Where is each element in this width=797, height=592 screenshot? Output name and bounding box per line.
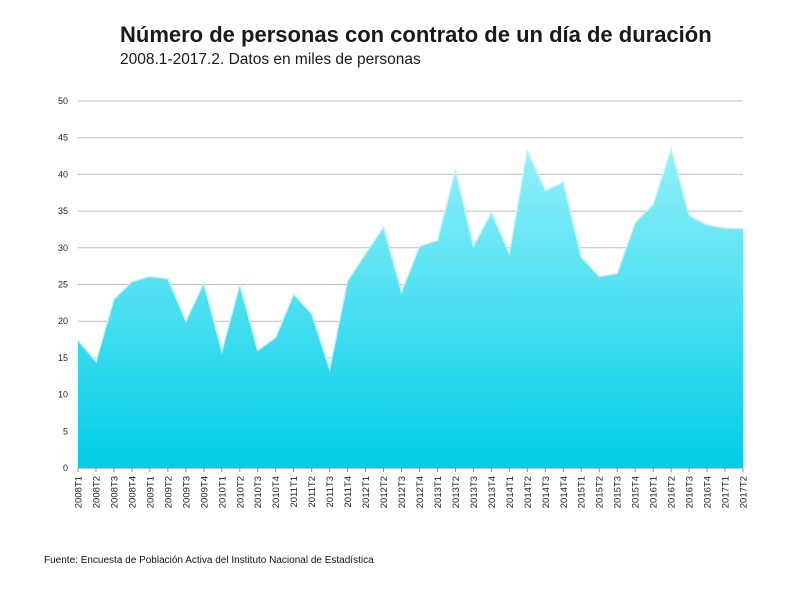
y-tick-label: 30 — [58, 243, 68, 253]
data-point — [472, 245, 475, 248]
y-tick-label: 0 — [63, 463, 68, 473]
data-point — [113, 298, 115, 300]
data-point — [274, 336, 277, 339]
x-tick-label: 2016T1 — [649, 476, 660, 508]
y-tick-label: 45 — [58, 133, 68, 143]
data-point — [167, 277, 169, 280]
data-point — [238, 283, 241, 286]
data-point — [292, 293, 295, 295]
data-point — [670, 148, 672, 151]
chart-subtitle: 2008.1-2017.2. Datos en miles de persona… — [120, 51, 421, 68]
y-tick-label: 35 — [58, 206, 68, 216]
x-tick-label: 2017T1 — [721, 476, 732, 508]
x-tick-label: 2010T2 — [235, 476, 246, 508]
x-tick-label: 2008T3 — [109, 476, 120, 508]
data-point — [508, 252, 511, 255]
data-point — [77, 339, 79, 342]
x-tick-label: 2008T2 — [91, 476, 102, 508]
data-point — [131, 280, 133, 283]
data-point — [256, 349, 259, 352]
data-point — [652, 203, 654, 206]
x-tick-label: 2014T4 — [559, 476, 570, 508]
data-point — [364, 252, 367, 255]
y-axis: 0 5 10 15 20 25 30 35 40 45 50 — [58, 96, 68, 473]
x-tick-label: 2015T3 — [613, 476, 624, 508]
x-tick-label: 2010T4 — [271, 476, 282, 508]
x-tick-label: 2012T1 — [361, 476, 372, 508]
y-tick-label: 10 — [58, 390, 68, 400]
x-tick-label: 2016T3 — [685, 476, 696, 508]
data-point — [490, 211, 493, 214]
data-point — [706, 224, 708, 226]
x-tick-label: 2015T2 — [595, 476, 606, 508]
data-point — [328, 368, 331, 370]
data-point — [382, 226, 385, 229]
y-tick-label: 20 — [58, 316, 68, 326]
chart-title: Número de personas con contrato de un dí… — [120, 22, 712, 47]
x-tick-label: 2014T3 — [541, 476, 552, 508]
data-point — [688, 214, 690, 217]
data-point — [580, 256, 583, 259]
x-tick-label: 2011T4 — [343, 476, 354, 508]
x-tick-label: 2016T2 — [667, 476, 678, 508]
data-point — [346, 280, 349, 282]
area-fill — [78, 149, 743, 468]
data-point — [598, 275, 601, 278]
x-tick-label: 2014T2 — [523, 476, 534, 508]
data-point — [310, 313, 313, 315]
data-point — [220, 350, 223, 353]
x-tick-label: 2011T3 — [325, 476, 336, 508]
source-note: Fuente: Encuesta de Población Activa del… — [44, 555, 374, 566]
data-point — [149, 275, 151, 278]
data-point — [742, 227, 744, 230]
y-tick-label: 15 — [58, 353, 68, 363]
series-area — [77, 146, 744, 468]
x-tick-label: 2015T4 — [631, 476, 642, 508]
data-point — [185, 320, 187, 323]
x-tick-label: 2012T3 — [397, 476, 408, 508]
data-point — [400, 291, 403, 293]
x-axis: 2008T1 2008T2 2008T3 2008T4 2009T1 2009T2 2009… — [74, 467, 750, 508]
x-tick-label: 2010T1 — [217, 476, 228, 508]
data-point — [616, 272, 618, 275]
data-point — [562, 181, 565, 184]
data-point — [436, 239, 439, 242]
x-tick-label: 2015T1 — [577, 476, 588, 508]
x-tick-label: 2013T2 — [451, 476, 462, 508]
x-tick-label: 2013T4 — [487, 476, 498, 508]
x-tick-label: 2008T4 — [127, 476, 138, 508]
x-tick-label: 2009T1 — [145, 476, 156, 508]
x-tick-label: 2009T3 — [181, 476, 192, 508]
x-tick-label: 2008T1 — [74, 476, 85, 508]
x-tick-label: 2009T2 — [163, 476, 174, 508]
data-point — [418, 245, 421, 248]
data-point — [95, 360, 97, 363]
x-tick-label: 2009T4 — [199, 476, 210, 508]
x-tick-label: 2013T1 — [433, 476, 444, 508]
data-point — [634, 222, 636, 224]
y-tick-label: 50 — [58, 96, 68, 106]
x-tick-label: 2012T4 — [415, 476, 426, 508]
x-tick-label: 2014T1 — [505, 476, 516, 508]
y-tick-label: 40 — [58, 169, 68, 179]
data-point — [454, 169, 457, 172]
y-tick-label: 25 — [58, 280, 68, 290]
series-line — [77, 146, 744, 372]
x-tick-label: 2013T3 — [469, 476, 480, 508]
x-tick-label: 2011T1 — [289, 476, 300, 508]
data-point — [544, 189, 547, 192]
x-tick-label: 2016T4 — [703, 476, 714, 508]
data-point — [526, 150, 529, 152]
x-tick-label: 2017T2 — [739, 476, 750, 508]
y-tick-label: 5 — [63, 426, 68, 436]
x-tick-label: 2012T2 — [379, 476, 390, 508]
x-tick-label: 2010T3 — [253, 476, 264, 508]
data-point — [203, 282, 205, 284]
x-tick-label: 2011T2 — [307, 476, 318, 508]
data-point — [724, 227, 726, 229]
